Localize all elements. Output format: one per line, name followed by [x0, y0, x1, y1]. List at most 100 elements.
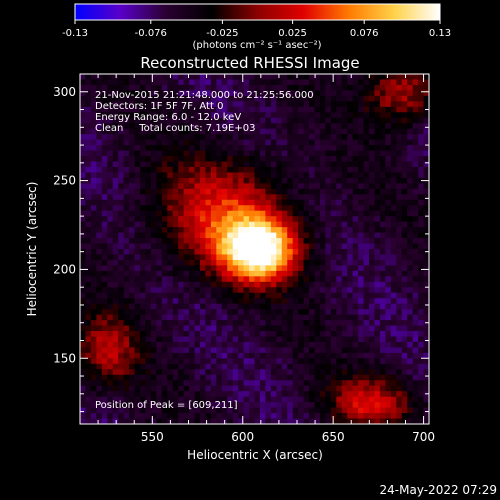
heatmap-cell [325, 413, 332, 419]
heatmap-cell [139, 90, 146, 97]
heatmap-cell [265, 380, 272, 387]
heatmap-cell [123, 227, 130, 233]
heatmap-cell [309, 265, 315, 272]
heatmap-cell [183, 90, 190, 97]
heatmap-cell [412, 347, 419, 354]
heatmap-cell [129, 172, 135, 179]
heatmap-cell [292, 216, 299, 223]
heatmap-cell [259, 79, 266, 86]
heatmap-cell [270, 183, 277, 190]
heatmap-cell [129, 145, 135, 151]
heatmap-cell [118, 402, 125, 408]
heatmap-cell [112, 177, 119, 184]
heatmap-cell [90, 95, 97, 102]
heatmap-cell [145, 216, 152, 223]
heatmap-cell [210, 188, 217, 195]
heatmap-cell [401, 79, 408, 86]
heatmap-cell [396, 188, 403, 195]
heatmap-cell [221, 210, 228, 217]
heatmap-cell [265, 292, 272, 299]
heatmap-cell [412, 177, 419, 184]
heatmap-cell [167, 407, 174, 414]
heatmap-cell [199, 254, 206, 261]
heatmap-cell [341, 117, 348, 124]
heatmap-cell [270, 74, 277, 80]
heatmap-cell [210, 183, 217, 190]
heatmap-cell [243, 177, 250, 184]
heatmap-cell [216, 177, 223, 184]
heatmap-cell [118, 221, 125, 228]
heatmap-cell [265, 90, 272, 97]
heatmap-cell [270, 380, 277, 387]
heatmap-cell [96, 374, 103, 381]
heatmap-cell [172, 84, 179, 91]
heatmap-cell [129, 407, 135, 414]
heatmap-cell [319, 298, 326, 305]
heatmap-cell [281, 391, 288, 398]
heatmap-cell [199, 336, 206, 343]
heatmap-cell [194, 352, 201, 359]
heatmap-cell [129, 243, 135, 250]
heatmap-cell [358, 74, 364, 80]
heatmap-cell [314, 407, 321, 414]
heatmap-cell [221, 172, 228, 179]
heatmap-cell [232, 112, 239, 119]
heatmap-cell [347, 369, 354, 376]
heatmap-cell [396, 216, 403, 223]
heatmap-cell [150, 292, 157, 299]
heatmap-cell [112, 210, 119, 217]
heatmap-cell [319, 287, 326, 294]
heatmap-cell [352, 249, 359, 255]
heatmap-cell [145, 232, 152, 239]
heatmap-cell [90, 407, 97, 414]
heatmap-cell [221, 303, 228, 310]
heatmap-cell [194, 259, 201, 266]
heatmap-cell [243, 84, 250, 91]
heatmap-cell [347, 166, 354, 173]
heatmap-cell [423, 194, 430, 201]
heatmap-cell [390, 320, 397, 326]
heatmap-cell [287, 210, 294, 217]
heatmap-cell [205, 117, 212, 124]
heatmap-cell [139, 139, 146, 146]
heatmap-cell [309, 298, 315, 305]
heatmap-cell [178, 243, 185, 250]
heatmap-cell [183, 216, 190, 223]
heatmap-cell [90, 183, 97, 190]
heatmap-cell [161, 331, 168, 337]
heatmap-cell [156, 249, 163, 255]
heatmap-cell [330, 123, 337, 130]
heatmap-cell [134, 259, 141, 266]
heatmap-cell [172, 139, 179, 146]
heatmap-cell [172, 210, 179, 217]
heatmap-cell [423, 166, 430, 173]
heatmap-cell [232, 150, 239, 157]
heatmap-cell [369, 341, 375, 348]
heatmap-cell [161, 336, 168, 343]
heatmap-cell [270, 292, 277, 299]
heatmap-cell [309, 309, 315, 316]
heatmap-cell [363, 227, 370, 233]
heatmap-cell [412, 183, 419, 190]
heatmap-cell [112, 112, 119, 119]
heatmap-cell [123, 156, 130, 162]
heatmap-cell [227, 199, 234, 206]
heatmap-cell [369, 314, 375, 321]
heatmap-cell [150, 374, 157, 381]
heatmap-cell [150, 380, 157, 387]
heatmap-cell [90, 265, 97, 272]
heatmap-cell [276, 358, 283, 365]
heatmap-cell [314, 281, 321, 288]
heatmap-cell [156, 341, 163, 348]
heatmap-cell [249, 380, 255, 387]
heatmap-cell [156, 128, 163, 135]
heatmap-cell [358, 265, 364, 272]
heatmap-cell [276, 309, 283, 316]
heatmap-cell [134, 205, 141, 212]
heatmap-cell [412, 128, 419, 135]
heatmap-cell [145, 210, 152, 217]
heatmap-cell [423, 205, 430, 212]
heatmap-cell [145, 352, 152, 359]
heatmap-cell [85, 232, 92, 239]
heatmap-cell [407, 74, 414, 80]
